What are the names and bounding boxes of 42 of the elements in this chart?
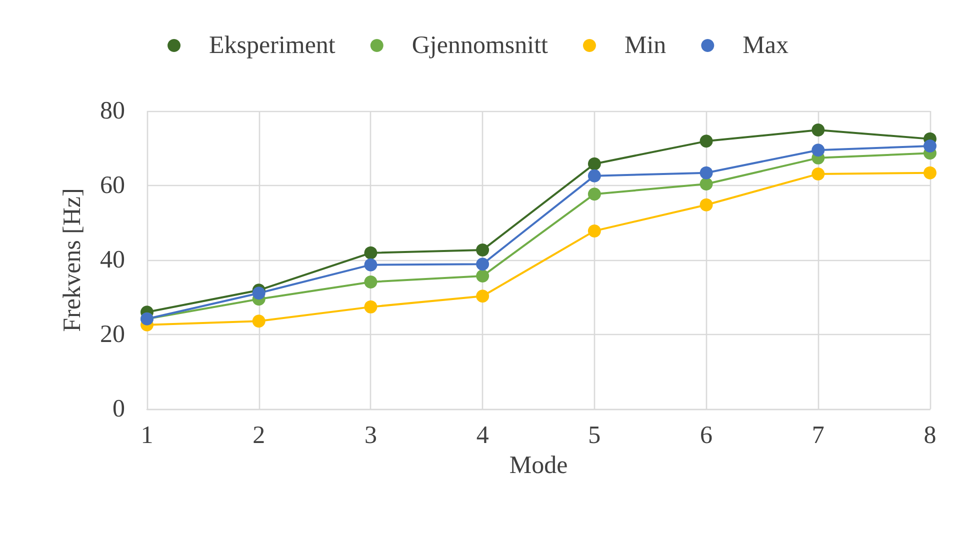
point [700, 166, 713, 180]
point [252, 286, 266, 300]
legend-label: Max [742, 32, 789, 59]
point [924, 140, 936, 153]
point [588, 157, 601, 170]
point [476, 270, 490, 283]
point [700, 198, 713, 212]
x-tick-label: 6 [700, 422, 713, 449]
point [476, 258, 490, 271]
x-tick-label: 3 [364, 422, 377, 449]
point [588, 224, 601, 238]
point [812, 124, 825, 136]
point [364, 300, 378, 314]
x-tick-label: 5 [588, 422, 601, 449]
point [700, 134, 713, 148]
y-tick-label: 60 [100, 172, 125, 199]
x-tick-label: 4 [476, 422, 490, 449]
point [252, 314, 266, 328]
x-tick-label: 2 [252, 422, 266, 449]
y-tick-label: 80 [100, 98, 125, 124]
legend-label: Min [624, 32, 667, 59]
point [700, 178, 713, 191]
x-tick-label: 7 [812, 422, 824, 449]
point [476, 290, 490, 303]
point [588, 188, 601, 201]
point [812, 167, 825, 180]
point [924, 166, 936, 180]
x-tick-label: 1 [140, 422, 154, 449]
x-axis-title: Mode [509, 452, 568, 479]
point [476, 243, 490, 256]
y-tick-label: 40 [100, 246, 125, 274]
point [364, 275, 378, 288]
x-tick-label: 8 [924, 422, 936, 449]
y-axis-title: Frekvens [Hz] [59, 188, 86, 332]
legend-label: Eksperiment [209, 32, 336, 59]
point [364, 246, 378, 260]
point [812, 144, 825, 157]
y-tick-label: 0 [112, 396, 125, 422]
point [364, 258, 378, 272]
legend-label: Gjennomsnitt [412, 32, 548, 59]
point [588, 169, 601, 182]
y-tick-label: 20 [100, 321, 125, 348]
